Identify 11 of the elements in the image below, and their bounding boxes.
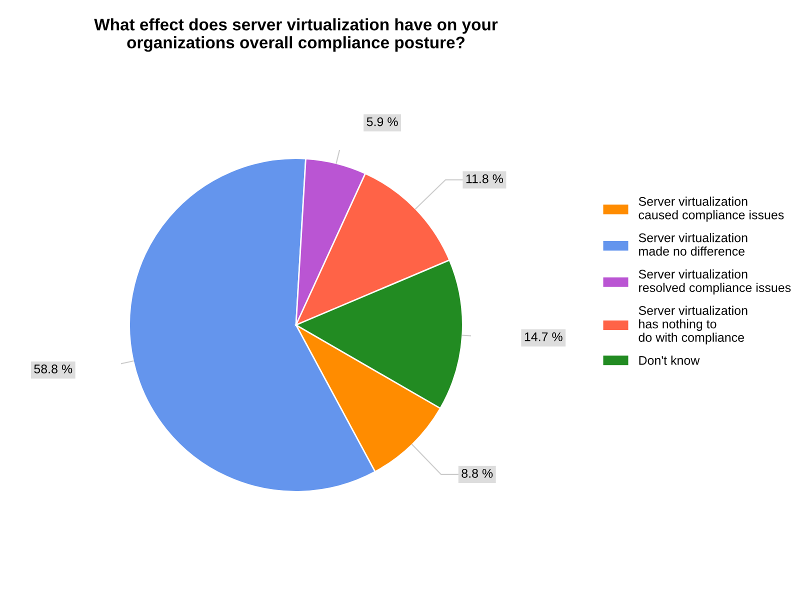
legend-label: Server virtualization made no difference <box>638 233 748 256</box>
data-label: 11.8 % <box>466 174 504 184</box>
chart-title: What effect does server virtualization have on your organizations overall compliance posture? <box>94 18 498 52</box>
legend-label: Server virtualization caused compliance issues <box>638 196 784 222</box>
legend-label: Server virtualization resolved compliance issues <box>638 269 791 295</box>
data-label: 5.9 % <box>366 117 398 126</box>
legend-label: Don't know <box>639 356 700 365</box>
data-label: 8.8 % <box>462 468 493 478</box>
data-label: 58.8 % <box>34 364 72 374</box>
legend-label: Server virtualization has nothing to do with compliance <box>638 306 748 344</box>
data-label: 14.7 % <box>524 332 562 342</box>
